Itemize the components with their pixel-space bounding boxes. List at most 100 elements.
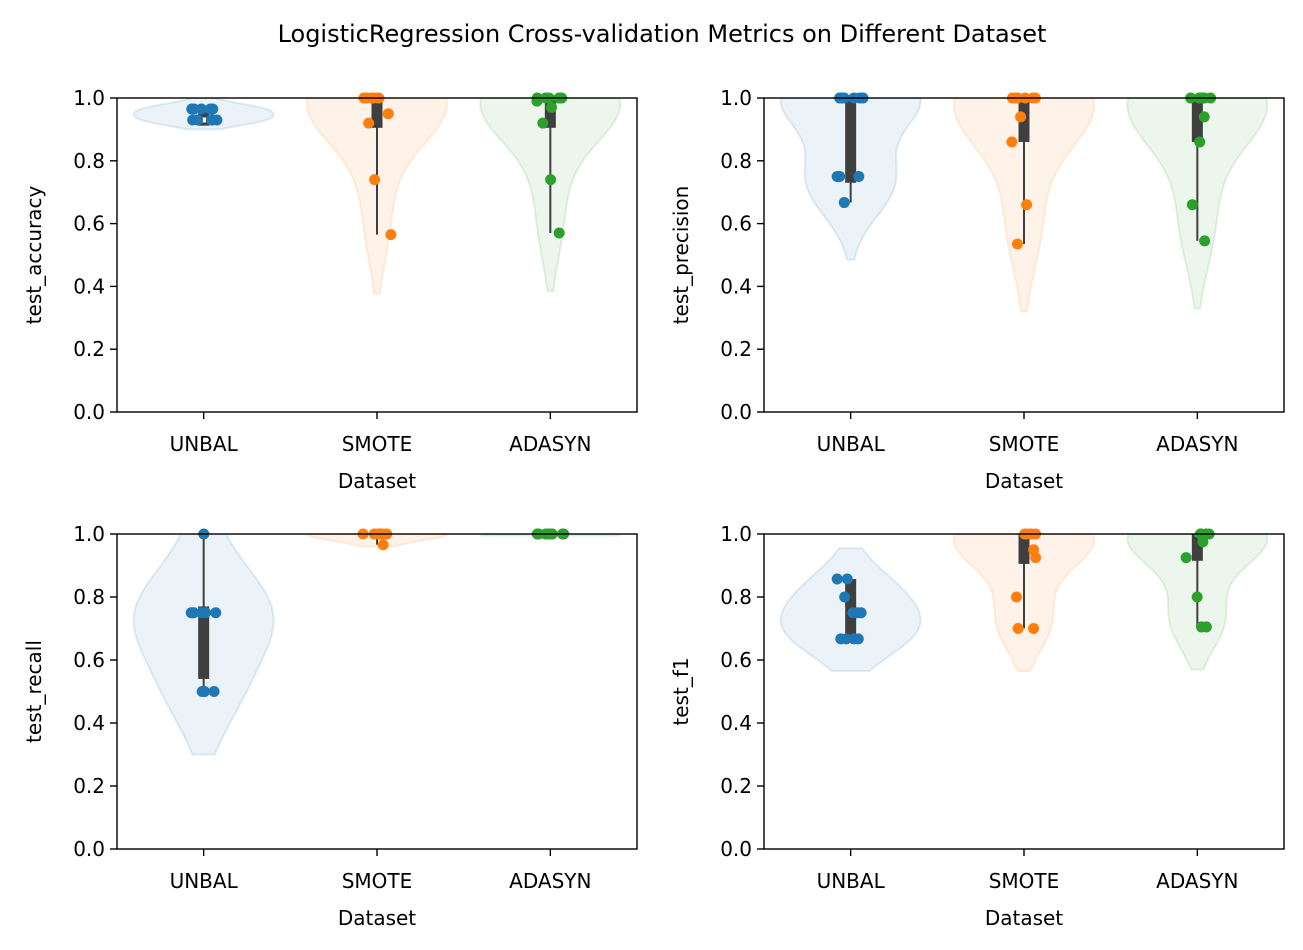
data-point-unbal bbox=[839, 591, 851, 603]
x-tick-label: SMOTE bbox=[989, 432, 1060, 456]
data-point-unbal bbox=[207, 103, 219, 115]
y-tick-label: 1.0 bbox=[720, 86, 752, 110]
data-point-unbal bbox=[210, 607, 222, 619]
y-axis-label: test_accuracy bbox=[22, 186, 46, 325]
box-smote bbox=[1018, 534, 1030, 564]
data-point-smote bbox=[385, 229, 397, 241]
x-axis-label: Dataset bbox=[985, 906, 1063, 930]
data-point-smote bbox=[382, 108, 394, 120]
data-point-smote bbox=[377, 539, 389, 551]
y-tick-label: 0.0 bbox=[73, 837, 105, 861]
y-tick-label: 0.2 bbox=[73, 774, 105, 798]
x-tick-label: UNBAL bbox=[817, 432, 886, 456]
y-tick-label: 0.2 bbox=[720, 774, 752, 798]
data-point-smote bbox=[369, 174, 381, 186]
x-tick-label: SMOTE bbox=[989, 869, 1060, 893]
data-point-adasyn bbox=[1186, 199, 1198, 211]
data-point-smote bbox=[1012, 623, 1024, 634]
box-adasyn bbox=[1191, 98, 1203, 142]
y-tick-label: 0.2 bbox=[720, 337, 752, 361]
data-point-unbal bbox=[841, 573, 853, 585]
y-tick-label: 0.2 bbox=[73, 337, 105, 361]
data-point-adasyn bbox=[545, 174, 557, 186]
box-smote bbox=[371, 98, 383, 128]
data-point-unbal bbox=[192, 114, 204, 126]
data-point-smote bbox=[1015, 111, 1027, 123]
data-point-unbal bbox=[853, 171, 865, 182]
data-point-unbal bbox=[840, 633, 852, 645]
y-tick-label: 0.6 bbox=[73, 212, 105, 236]
x-tick-label: ADASYN bbox=[509, 432, 591, 456]
data-point-adasyn bbox=[537, 117, 549, 129]
data-point-unbal bbox=[852, 633, 864, 645]
data-point-unbal bbox=[834, 171, 846, 182]
x-axis-label: Dataset bbox=[985, 469, 1063, 493]
data-point-unbal bbox=[208, 686, 220, 697]
data-point-adasyn bbox=[1198, 111, 1210, 123]
box-unbal bbox=[198, 107, 210, 126]
plot-area bbox=[132, 98, 622, 296]
y-tick-label: 1.0 bbox=[73, 86, 105, 110]
y-axis-label: test_precision bbox=[669, 186, 693, 325]
data-point-adasyn bbox=[531, 95, 543, 107]
data-point-unbal bbox=[838, 197, 850, 209]
y-tick-label: 0.8 bbox=[720, 149, 752, 173]
data-point-adasyn bbox=[1196, 621, 1208, 633]
data-point-adasyn bbox=[553, 227, 565, 239]
y-tick-label: 0.0 bbox=[73, 400, 105, 424]
data-point-unbal bbox=[188, 103, 200, 115]
y-tick-label: 0.4 bbox=[73, 711, 105, 735]
subplot-test-recall: 0.0 0.2 0.4 0.6 0.8 1.0 UNBAL SMOTE ADASYN Datase… bbox=[22, 522, 638, 930]
data-point-unbal bbox=[196, 686, 208, 697]
x-tick-label: ADASYN bbox=[509, 869, 591, 893]
data-point-unbal bbox=[196, 607, 208, 619]
data-point-smote bbox=[363, 117, 375, 129]
data-point-unbal bbox=[185, 607, 197, 619]
y-tick-label: 0.4 bbox=[720, 711, 752, 735]
data-point-smote bbox=[1028, 623, 1040, 634]
box-unbal bbox=[198, 606, 210, 679]
subplot-test-f1: 0.0 0.2 0.4 0.6 0.8 1.0 UNBAL SMOTE ADASYN Datase… bbox=[669, 522, 1285, 930]
subplot-test-accuracy: 0.0 0.2 0.4 0.6 0.8 1.0 UNBAL SMOTE ADASYN Datase… bbox=[22, 86, 638, 493]
y-tick-label: 0.6 bbox=[720, 648, 752, 672]
y-tick-label: 0.8 bbox=[73, 149, 105, 173]
data-point-adasyn bbox=[1191, 591, 1203, 603]
data-point-smote bbox=[1021, 199, 1033, 211]
x-tick-label: UNBAL bbox=[170, 869, 239, 893]
data-point-unbal bbox=[205, 114, 217, 126]
y-tick-label: 1.0 bbox=[720, 522, 752, 546]
plot-area bbox=[132, 534, 622, 756]
data-point-adasyn bbox=[1197, 536, 1209, 548]
box-adasyn bbox=[1191, 534, 1203, 561]
data-point-smote bbox=[1011, 238, 1023, 250]
x-tick-label: ADASYN bbox=[1156, 432, 1238, 456]
data-point-adasyn bbox=[1199, 235, 1211, 247]
y-tick-label: 0.0 bbox=[720, 837, 752, 861]
x-tick-label: SMOTE bbox=[342, 432, 413, 456]
figure-suptitle: LogisticRegression Cross-validation Metr… bbox=[278, 20, 1047, 48]
x-axis-label: Dataset bbox=[338, 469, 416, 493]
box-adasyn bbox=[544, 98, 556, 128]
panels: 0.0 0.2 0.4 0.6 0.8 1.0 UNBAL SMOTE ADASYN Datase… bbox=[22, 86, 1285, 930]
data-point-adasyn bbox=[1180, 552, 1192, 564]
y-tick-label: 0.4 bbox=[73, 274, 105, 298]
y-tick-label: 0.6 bbox=[720, 212, 752, 236]
y-tick-label: 0.0 bbox=[720, 400, 752, 424]
data-point-smote bbox=[1030, 552, 1042, 564]
y-tick-label: 1.0 bbox=[73, 522, 105, 546]
y-tick-label: 0.6 bbox=[73, 648, 105, 672]
x-tick-label: UNBAL bbox=[817, 869, 886, 893]
median-marker-unbal bbox=[201, 117, 207, 123]
subplot-test-precision: 0.0 0.2 0.4 0.6 0.8 1.0 UNBAL SMOTE ADASYN Datase… bbox=[669, 86, 1285, 493]
data-point-unbal bbox=[851, 607, 863, 619]
data-point-unbal bbox=[831, 573, 843, 585]
y-axis-label: test_recall bbox=[22, 640, 46, 743]
x-tick-label: SMOTE bbox=[342, 869, 413, 893]
y-tick-label: 0.8 bbox=[720, 585, 752, 609]
y-tick-label: 0.4 bbox=[720, 274, 752, 298]
y-axis-label: test_f1 bbox=[669, 657, 693, 725]
x-tick-label: ADASYN bbox=[1156, 869, 1238, 893]
x-tick-label: UNBAL bbox=[170, 432, 239, 456]
data-point-adasyn bbox=[1194, 136, 1206, 148]
